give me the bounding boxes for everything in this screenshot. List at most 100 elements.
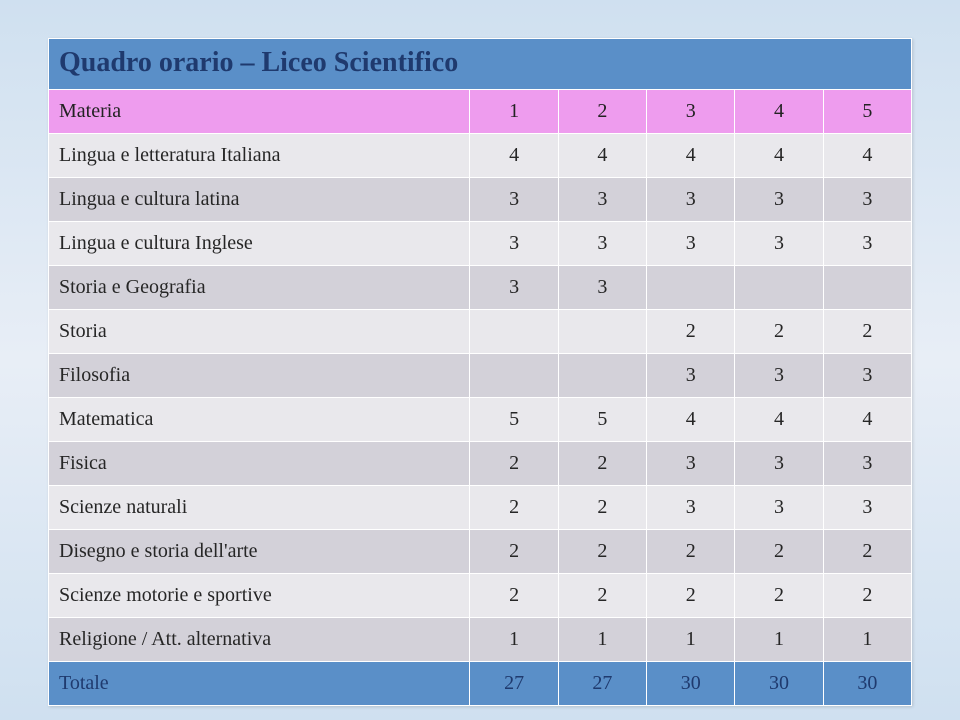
cell-value: 3	[470, 222, 558, 266]
table-row: Lingua e cultura Inglese33333	[49, 222, 912, 266]
table-row: Fisica22333	[49, 442, 912, 486]
cell-value: 2	[823, 310, 911, 354]
cell-value: 3	[647, 486, 735, 530]
subject-label: Lingua e letteratura Italiana	[49, 134, 470, 178]
subject-label: Lingua e cultura Inglese	[49, 222, 470, 266]
cell-value: 4	[470, 134, 558, 178]
cell-value: 1	[823, 618, 911, 662]
table-row: Storia222	[49, 310, 912, 354]
cell-value: 3	[647, 178, 735, 222]
table-row: Scienze motorie e sportive22222	[49, 574, 912, 618]
cell-value: 4	[823, 134, 911, 178]
cell-value: 3	[735, 178, 823, 222]
table-row: Scienze naturali22333	[49, 486, 912, 530]
cell-value: 4	[735, 398, 823, 442]
cell-value: 2	[647, 574, 735, 618]
cell-value: 3	[470, 266, 558, 310]
table-row: Lingua e cultura latina33333	[49, 178, 912, 222]
header-col-3: 3	[647, 90, 735, 134]
cell-value	[470, 354, 558, 398]
cell-value: 1	[558, 618, 646, 662]
cell-value	[647, 266, 735, 310]
total-3: 30	[647, 662, 735, 706]
cell-value: 2	[735, 310, 823, 354]
cell-value: 2	[647, 310, 735, 354]
cell-value: 2	[558, 486, 646, 530]
cell-value	[558, 310, 646, 354]
table-row: Filosofia333	[49, 354, 912, 398]
cell-value: 5	[470, 398, 558, 442]
subject-label: Religione / Att. alternativa	[49, 618, 470, 662]
cell-value: 3	[735, 354, 823, 398]
cell-value: 1	[647, 618, 735, 662]
cell-value: 3	[558, 222, 646, 266]
cell-value: 3	[735, 486, 823, 530]
cell-value: 3	[823, 486, 911, 530]
total-label: Totale	[49, 662, 470, 706]
subject-label: Scienze naturali	[49, 486, 470, 530]
cell-value: 4	[735, 134, 823, 178]
subject-label: Fisica	[49, 442, 470, 486]
cell-value: 2	[735, 574, 823, 618]
subject-label: Lingua e cultura latina	[49, 178, 470, 222]
cell-value: 2	[558, 442, 646, 486]
table-title: Quadro orario – Liceo Scientifico	[49, 39, 912, 90]
cell-value: 2	[558, 530, 646, 574]
table-row: Religione / Att. alternativa11111	[49, 618, 912, 662]
cell-value: 4	[647, 134, 735, 178]
timetable-wrapper: Quadro orario – Liceo Scientifico Materi…	[48, 38, 912, 706]
cell-value: 2	[470, 486, 558, 530]
cell-value: 4	[558, 134, 646, 178]
header-label: Materia	[49, 90, 470, 134]
subject-label: Storia e Geografia	[49, 266, 470, 310]
subject-label: Matematica	[49, 398, 470, 442]
cell-value	[823, 266, 911, 310]
cell-value: 3	[558, 178, 646, 222]
subject-label: Filosofia	[49, 354, 470, 398]
cell-value: 5	[558, 398, 646, 442]
total-2: 27	[558, 662, 646, 706]
cell-value: 2	[470, 442, 558, 486]
cell-value: 1	[470, 618, 558, 662]
cell-value: 2	[823, 574, 911, 618]
header-row: Materia 1 2 3 4 5	[49, 90, 912, 134]
cell-value	[558, 354, 646, 398]
cell-value: 3	[647, 354, 735, 398]
table-row: Matematica55444	[49, 398, 912, 442]
table-row: Lingua e letteratura Italiana44444	[49, 134, 912, 178]
total-1: 27	[470, 662, 558, 706]
cell-value: 3	[823, 442, 911, 486]
table-row: Disegno e storia dell'arte22222	[49, 530, 912, 574]
cell-value: 3	[823, 354, 911, 398]
cell-value: 3	[823, 222, 911, 266]
cell-value: 2	[558, 574, 646, 618]
cell-value	[735, 266, 823, 310]
cell-value: 3	[823, 178, 911, 222]
cell-value: 3	[558, 266, 646, 310]
cell-value: 3	[647, 222, 735, 266]
cell-value: 2	[823, 530, 911, 574]
timetable: Quadro orario – Liceo Scientifico Materi…	[48, 38, 912, 706]
cell-value: 1	[735, 618, 823, 662]
subject-label: Storia	[49, 310, 470, 354]
header-col-5: 5	[823, 90, 911, 134]
total-row: Totale 27 27 30 30 30	[49, 662, 912, 706]
cell-value	[470, 310, 558, 354]
cell-value: 2	[470, 530, 558, 574]
cell-value: 4	[647, 398, 735, 442]
total-5: 30	[823, 662, 911, 706]
subject-label: Scienze motorie e sportive	[49, 574, 470, 618]
cell-value: 3	[735, 222, 823, 266]
table-row: Storia e Geografia33	[49, 266, 912, 310]
header-col-1: 1	[470, 90, 558, 134]
total-4: 30	[735, 662, 823, 706]
cell-value: 2	[470, 574, 558, 618]
cell-value: 3	[470, 178, 558, 222]
subject-label: Disegno e storia dell'arte	[49, 530, 470, 574]
cell-value: 3	[647, 442, 735, 486]
title-row: Quadro orario – Liceo Scientifico	[49, 39, 912, 90]
cell-value: 2	[647, 530, 735, 574]
header-col-2: 2	[558, 90, 646, 134]
header-col-4: 4	[735, 90, 823, 134]
cell-value: 3	[735, 442, 823, 486]
